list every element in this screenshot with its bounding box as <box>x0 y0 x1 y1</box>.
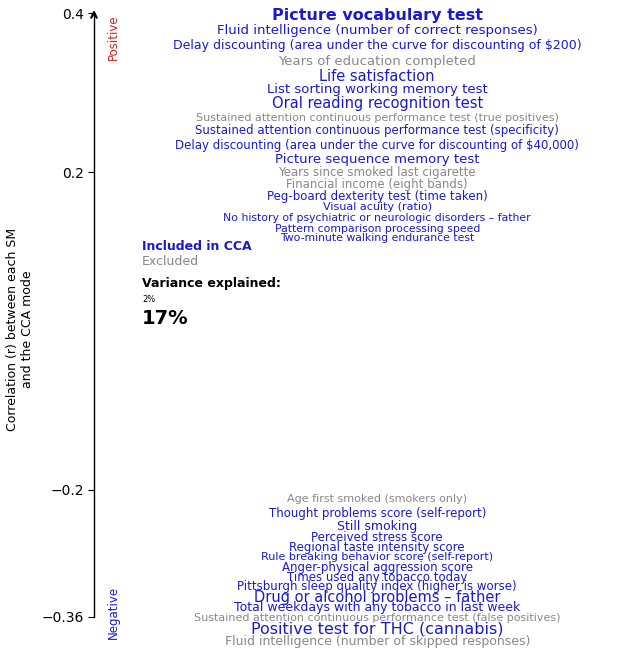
Text: Thought problems score (self-report): Thought problems score (self-report) <box>269 507 486 520</box>
Text: Peg-board dexterity test (time taken): Peg-board dexterity test (time taken) <box>267 190 488 203</box>
Text: Regional taste intensity score: Regional taste intensity score <box>290 541 465 554</box>
Text: Sustained attention continuous performance test (specificity): Sustained attention continuous performan… <box>195 124 559 138</box>
Text: Times used any tobacco today: Times used any tobacco today <box>287 570 467 584</box>
Text: Total weekdays with any tobacco in last week: Total weekdays with any tobacco in last … <box>234 601 521 615</box>
Text: No history of psychiatric or neurologic disorders – father: No history of psychiatric or neurologic … <box>223 213 531 223</box>
Text: Excluded: Excluded <box>142 255 199 268</box>
Text: Rule breaking behavior score (self-report): Rule breaking behavior score (self-repor… <box>261 552 493 562</box>
Text: Positive: Positive <box>107 14 120 60</box>
Text: Pattern comparison processing speed: Pattern comparison processing speed <box>275 224 480 234</box>
Text: Anger-physical aggression score: Anger-physical aggression score <box>281 561 473 574</box>
Text: Perceived stress score: Perceived stress score <box>311 531 443 544</box>
Text: Still smoking: Still smoking <box>337 520 417 533</box>
Text: Two-minute walking endurance test: Two-minute walking endurance test <box>280 233 474 243</box>
Text: Picture sequence memory test: Picture sequence memory test <box>275 153 479 166</box>
Text: Included in CCA: Included in CCA <box>142 240 252 253</box>
Text: Visual acuity (ratio): Visual acuity (ratio) <box>323 202 432 212</box>
Text: List sorting working memory test: List sorting working memory test <box>267 83 488 96</box>
Text: Delay discounting (area under the curve for discounting of $40,000): Delay discounting (area under the curve … <box>176 139 579 152</box>
Text: Positive test for THC (cannabis): Positive test for THC (cannabis) <box>251 622 503 637</box>
Text: Delay discounting (area under the curve for discounting of $200): Delay discounting (area under the curve … <box>173 39 581 52</box>
Text: Life satisfaction: Life satisfaction <box>320 68 435 84</box>
Text: Fluid intelligence (number of correct responses): Fluid intelligence (number of correct re… <box>217 24 538 38</box>
Text: 2%: 2% <box>142 295 155 304</box>
Text: Years since smoked last cigarette: Years since smoked last cigarette <box>278 166 476 179</box>
Text: Negative: Negative <box>107 586 120 640</box>
Text: Financial income (eight bands): Financial income (eight bands) <box>287 178 468 191</box>
Text: Pittsburgh sleep quality index (higher is worse): Pittsburgh sleep quality index (higher i… <box>238 580 517 593</box>
Text: Sustained attention continuous performance test (false positives): Sustained attention continuous performan… <box>194 613 560 623</box>
Text: Picture vocabulary test: Picture vocabulary test <box>272 9 482 24</box>
Text: Sustained attention continuous performance test (true positives): Sustained attention continuous performan… <box>196 113 559 123</box>
Y-axis label: Correlation (r) between each SM
and the CCA mode: Correlation (r) between each SM and the … <box>6 228 34 430</box>
Text: Oral reading recognition test: Oral reading recognition test <box>271 97 483 111</box>
Text: Variance explained:: Variance explained: <box>142 277 281 290</box>
Text: Years of education completed: Years of education completed <box>278 55 476 68</box>
Text: Age first smoked (smokers only): Age first smoked (smokers only) <box>287 494 467 504</box>
Text: Fluid intelligence (number of skipped responses): Fluid intelligence (number of skipped re… <box>224 635 530 648</box>
Text: Drug or alcohol problems – father: Drug or alcohol problems – father <box>254 590 500 605</box>
Text: 17%: 17% <box>142 309 189 328</box>
